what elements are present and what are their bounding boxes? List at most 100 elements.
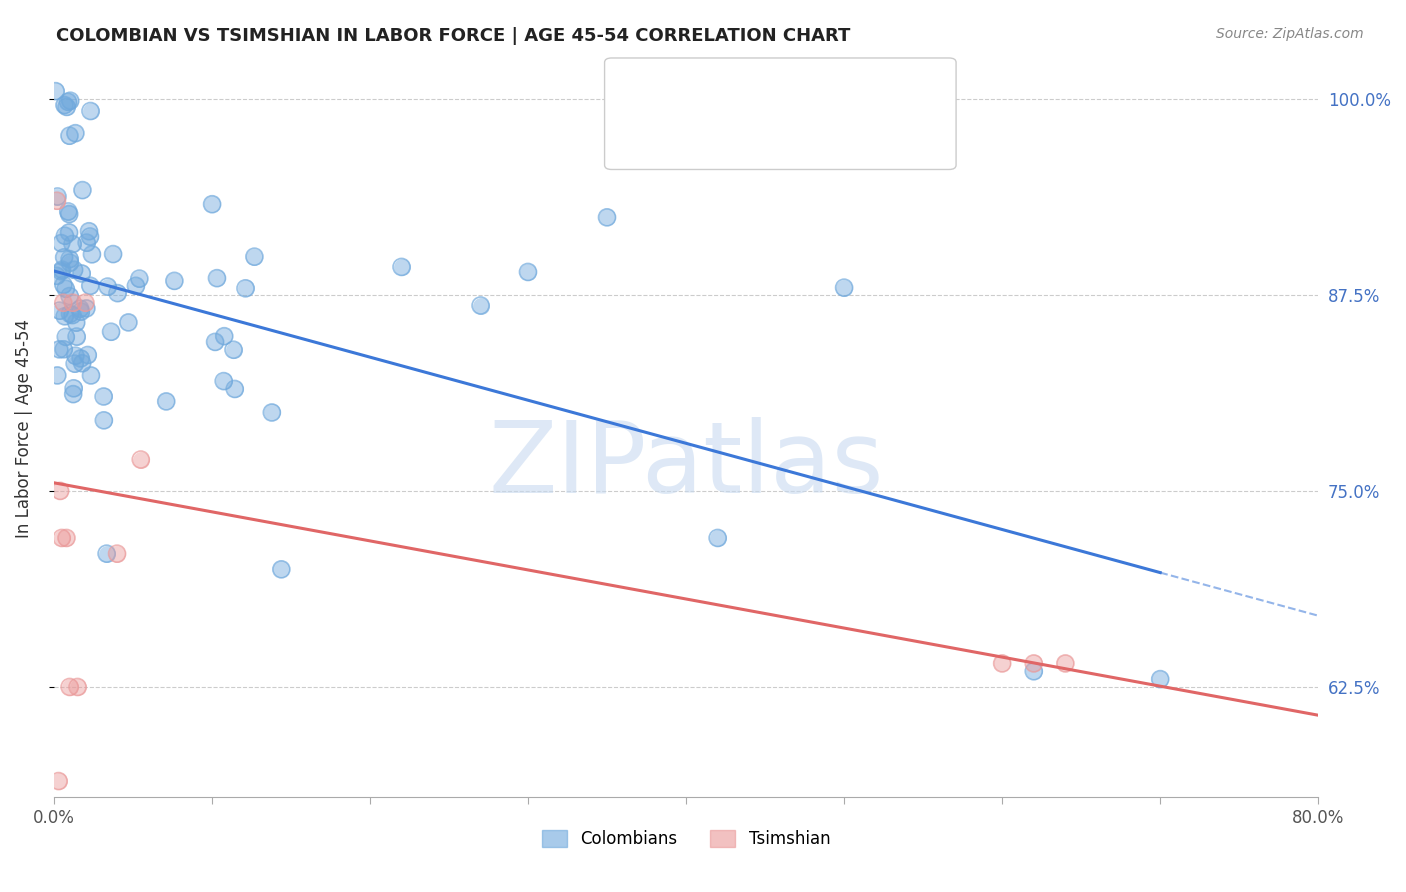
Point: [72, 183, 94, 197]
Point: [201, 197, 224, 211]
Point: [62, 237, 84, 252]
Point: [53, 250, 76, 264]
Point: [205, 271, 228, 285]
Point: [212, 329, 235, 343]
Point: [1022, 657, 1045, 671]
Point: [100, 325, 122, 339]
Point: [76, 235, 98, 250]
Point: [129, 452, 152, 467]
Point: [155, 394, 177, 409]
Point: [79, 278, 101, 293]
Point: [48, 303, 70, 318]
Point: [55, 531, 77, 545]
Point: [58, 207, 80, 221]
Point: [69, 351, 91, 366]
Text: Source: ZipAtlas.com: Source: ZipAtlas.com: [1216, 27, 1364, 41]
Point: [1022, 665, 1045, 679]
Point: [391, 260, 413, 274]
Point: [222, 343, 245, 357]
Point: [128, 271, 150, 285]
Point: [48, 343, 70, 357]
Point: [51, 531, 73, 545]
Point: [58, 128, 80, 143]
Point: [65, 316, 87, 330]
Point: [46, 368, 69, 383]
Point: [260, 405, 283, 419]
Point: [58, 226, 80, 240]
Point: [51, 236, 73, 251]
Point: [79, 229, 101, 244]
Point: [129, 452, 152, 467]
Point: [65, 126, 87, 140]
Point: [596, 211, 619, 225]
Point: [46, 368, 69, 383]
Point: [51, 262, 73, 277]
Point: [52, 343, 75, 357]
Point: [832, 281, 855, 295]
Point: [63, 357, 86, 371]
Point: [93, 413, 115, 427]
Point: [117, 315, 139, 329]
Point: [212, 374, 235, 388]
Point: [46, 189, 69, 203]
Point: [63, 262, 86, 277]
Point: [45, 84, 67, 98]
Point: [59, 289, 82, 303]
Point: [80, 247, 103, 261]
Point: [832, 281, 855, 295]
Point: [93, 390, 115, 404]
Point: [235, 281, 257, 295]
Point: [66, 329, 89, 343]
Point: [224, 382, 246, 396]
Point: [470, 298, 492, 312]
Point: [63, 262, 86, 277]
Point: [55, 282, 77, 296]
Point: [69, 304, 91, 318]
Point: [62, 387, 84, 401]
Point: [706, 531, 728, 545]
Point: [93, 390, 115, 404]
Point: [163, 274, 186, 288]
Point: [59, 94, 82, 108]
Point: [107, 286, 129, 301]
Point: [55, 531, 77, 545]
Point: [62, 295, 84, 310]
Point: [65, 126, 87, 140]
Point: [107, 286, 129, 301]
Point: [706, 531, 728, 545]
Point: [69, 304, 91, 318]
Point: [53, 228, 76, 243]
Point: [80, 247, 103, 261]
Text: R =   0.149    N = 84: R = 0.149 N = 84: [673, 83, 860, 101]
Point: [48, 303, 70, 318]
Point: [70, 267, 93, 281]
Point: [53, 98, 76, 112]
Point: [222, 343, 245, 357]
Point: [270, 562, 292, 576]
Point: [53, 310, 76, 324]
Point: [58, 204, 80, 219]
Point: [125, 278, 148, 293]
Point: [93, 413, 115, 427]
Point: [59, 680, 82, 694]
Point: [49, 264, 72, 278]
Point: [46, 194, 69, 208]
Point: [75, 295, 97, 310]
Point: [45, 84, 67, 98]
Point: [48, 774, 70, 789]
Point: [69, 351, 91, 366]
Point: [163, 274, 186, 288]
Point: [52, 343, 75, 357]
Point: [517, 265, 540, 279]
Point: [1054, 657, 1077, 671]
Point: [59, 252, 82, 266]
Point: [224, 382, 246, 396]
Point: [76, 235, 98, 250]
Point: [65, 349, 87, 363]
Point: [52, 295, 75, 310]
Point: [991, 657, 1014, 671]
Point: [62, 387, 84, 401]
Point: [1054, 657, 1077, 671]
Point: [79, 229, 101, 244]
Point: [101, 247, 124, 261]
